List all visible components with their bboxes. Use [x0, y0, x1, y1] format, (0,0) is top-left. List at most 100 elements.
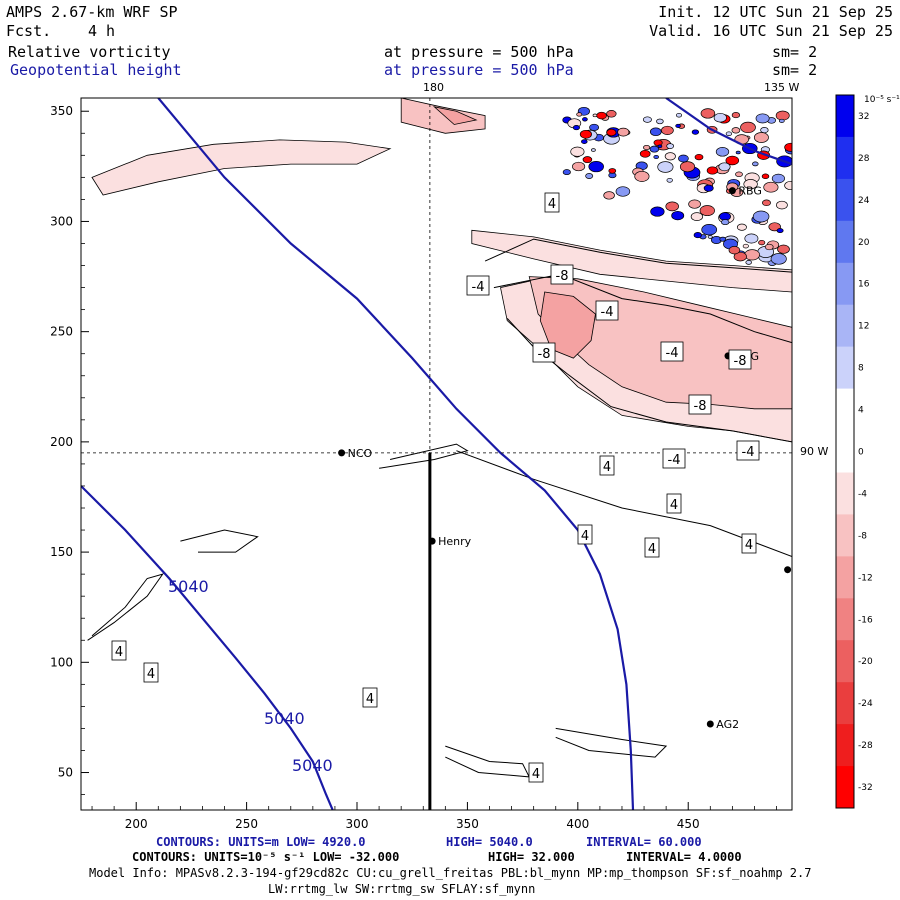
storm-cell-123 [721, 219, 730, 226]
storm-cell-25 [735, 150, 741, 155]
height-contours [81, 98, 792, 810]
storm-cell-98 [576, 112, 583, 117]
storm-cell-149 [579, 129, 592, 139]
storm-cell-56 [784, 180, 792, 191]
storm-cell-144 [703, 184, 714, 192]
storm-cell-107 [755, 113, 770, 124]
storm-cell-104 [675, 123, 681, 128]
vorticity-label-18: -8 [688, 394, 712, 415]
storm-cell-84 [776, 200, 788, 210]
vorticity-label-text-13: -4 [668, 453, 681, 468]
storm-cell-93 [725, 131, 733, 136]
storm-cell-19 [694, 153, 704, 161]
storm-cell-47 [731, 112, 741, 119]
x-tick-label-2: 300 [346, 817, 369, 831]
storm-cell-38 [761, 173, 770, 180]
vorticity-label-text-6: 4 [581, 529, 589, 544]
vorticity-contour-5 [379, 443, 469, 469]
colorbar-swatch-1 [836, 136, 854, 180]
storm-cell-37 [735, 171, 743, 178]
storm-cell-140 [693, 232, 702, 239]
storm-cell-65 [777, 244, 790, 254]
storm-cell-112 [666, 143, 675, 149]
vorticity-label-text-5: 4 [670, 498, 678, 513]
storm-cell-23 [666, 177, 673, 183]
storm-cell-116 [753, 132, 769, 143]
storm-cell-108 [650, 206, 665, 217]
station-label-0: NCO [348, 447, 373, 460]
storm-cell-99 [665, 201, 679, 212]
colorbar-tick-0: 32 [858, 112, 869, 122]
colorbar-frame [835, 94, 855, 809]
vorticity-label-text-2: 4 [366, 692, 374, 707]
vorticity-label-12: -4 [660, 341, 684, 362]
station-marker-5 [784, 566, 792, 574]
vorticity-fill-4 [400, 98, 486, 134]
storm-cell-101 [733, 251, 747, 262]
axes: 200 250 300 350 400 450 50 100 150 200 250 300 350 [50, 104, 777, 831]
storm-cell-122 [678, 154, 689, 163]
footer-line2-a: CONTOURS: UNITS=10⁻⁵ s⁻¹ LOW= -32.000 [132, 850, 399, 864]
colorbar-swatch-6 [836, 346, 854, 389]
vorticity-label-text-9: 4 [548, 197, 556, 212]
colorbar-swatch-12 [836, 598, 854, 641]
colorbar-swatch-10 [836, 514, 854, 557]
storm-cell-81 [776, 228, 784, 234]
storm-cell-78 [760, 127, 769, 134]
x-tick-label-3: 350 [456, 817, 479, 831]
height-contour-1 [157, 98, 635, 810]
station-marker-2 [706, 720, 714, 728]
vorticity-label-8: 4 [741, 533, 757, 554]
plot-frame [80, 97, 793, 811]
field2-level: at pressure = 500 hPa [384, 61, 574, 79]
field2-name: Geopotential height [10, 61, 182, 79]
station-marker-0 [338, 449, 346, 457]
storm-cell-63 [656, 118, 664, 125]
y-tick-label-2: 150 [50, 545, 73, 559]
y-tick-label-6: 350 [50, 104, 73, 118]
colorbar-swatch-7 [836, 388, 854, 431]
vorticity-shading [91, 98, 792, 443]
station-label-1: Henry [438, 535, 472, 548]
vorticity-label-text-18: -8 [694, 399, 707, 414]
colorbar-tick-13: -20 [858, 657, 873, 667]
vorticity-label-17: -8 [728, 349, 752, 370]
colorbar-unit: 10⁻⁵ s⁻¹ [864, 95, 900, 105]
storm-cell-62 [657, 144, 663, 149]
storm-cell-83 [731, 127, 741, 134]
station-label-3: RBG [738, 185, 762, 198]
colorbar-swatch-4 [836, 262, 854, 306]
storm-cell-20 [742, 243, 749, 249]
colorbar-swatch-2 [836, 178, 854, 222]
colorbar-swatch-13 [836, 640, 854, 683]
storm-cell-103 [706, 166, 719, 175]
storm-cell-40 [725, 155, 740, 166]
storm-cell-66 [639, 149, 651, 158]
colorbar-tick-11: -12 [858, 573, 873, 583]
storm-cell-105 [643, 144, 651, 151]
storm-cell-77 [764, 243, 774, 251]
vorticity-contour-7 [445, 745, 531, 778]
storm-cell-21 [581, 139, 588, 144]
vorticity-label-box-15 [550, 264, 574, 285]
colorbar-tick-14: -24 [858, 699, 873, 709]
vorticity-label-14: -4 [736, 440, 760, 461]
vorticity-label-box-2 [362, 687, 378, 708]
height-contour-0 [81, 485, 334, 810]
storm-cell-147 [606, 128, 617, 137]
height-contour-2 [665, 98, 792, 166]
y-tick-label-4: 250 [50, 325, 73, 339]
colorbar-swatch-16 [836, 766, 854, 809]
station-label-2: AG2 [716, 718, 739, 731]
colorbar-tick-4: 16 [858, 280, 870, 290]
storm-cell-115 [715, 147, 730, 157]
colorbar-swatch-9 [836, 472, 854, 515]
storm-cell-145 [752, 210, 770, 223]
storm-cell-109 [784, 142, 792, 152]
storm-cell-30 [707, 235, 713, 239]
storm-cell-50 [744, 249, 760, 261]
vorticity-label-text-11: -4 [601, 305, 614, 320]
storm-cell-142 [713, 112, 727, 123]
storm-cell-80 [719, 236, 727, 242]
storm-cell-118 [572, 125, 580, 131]
